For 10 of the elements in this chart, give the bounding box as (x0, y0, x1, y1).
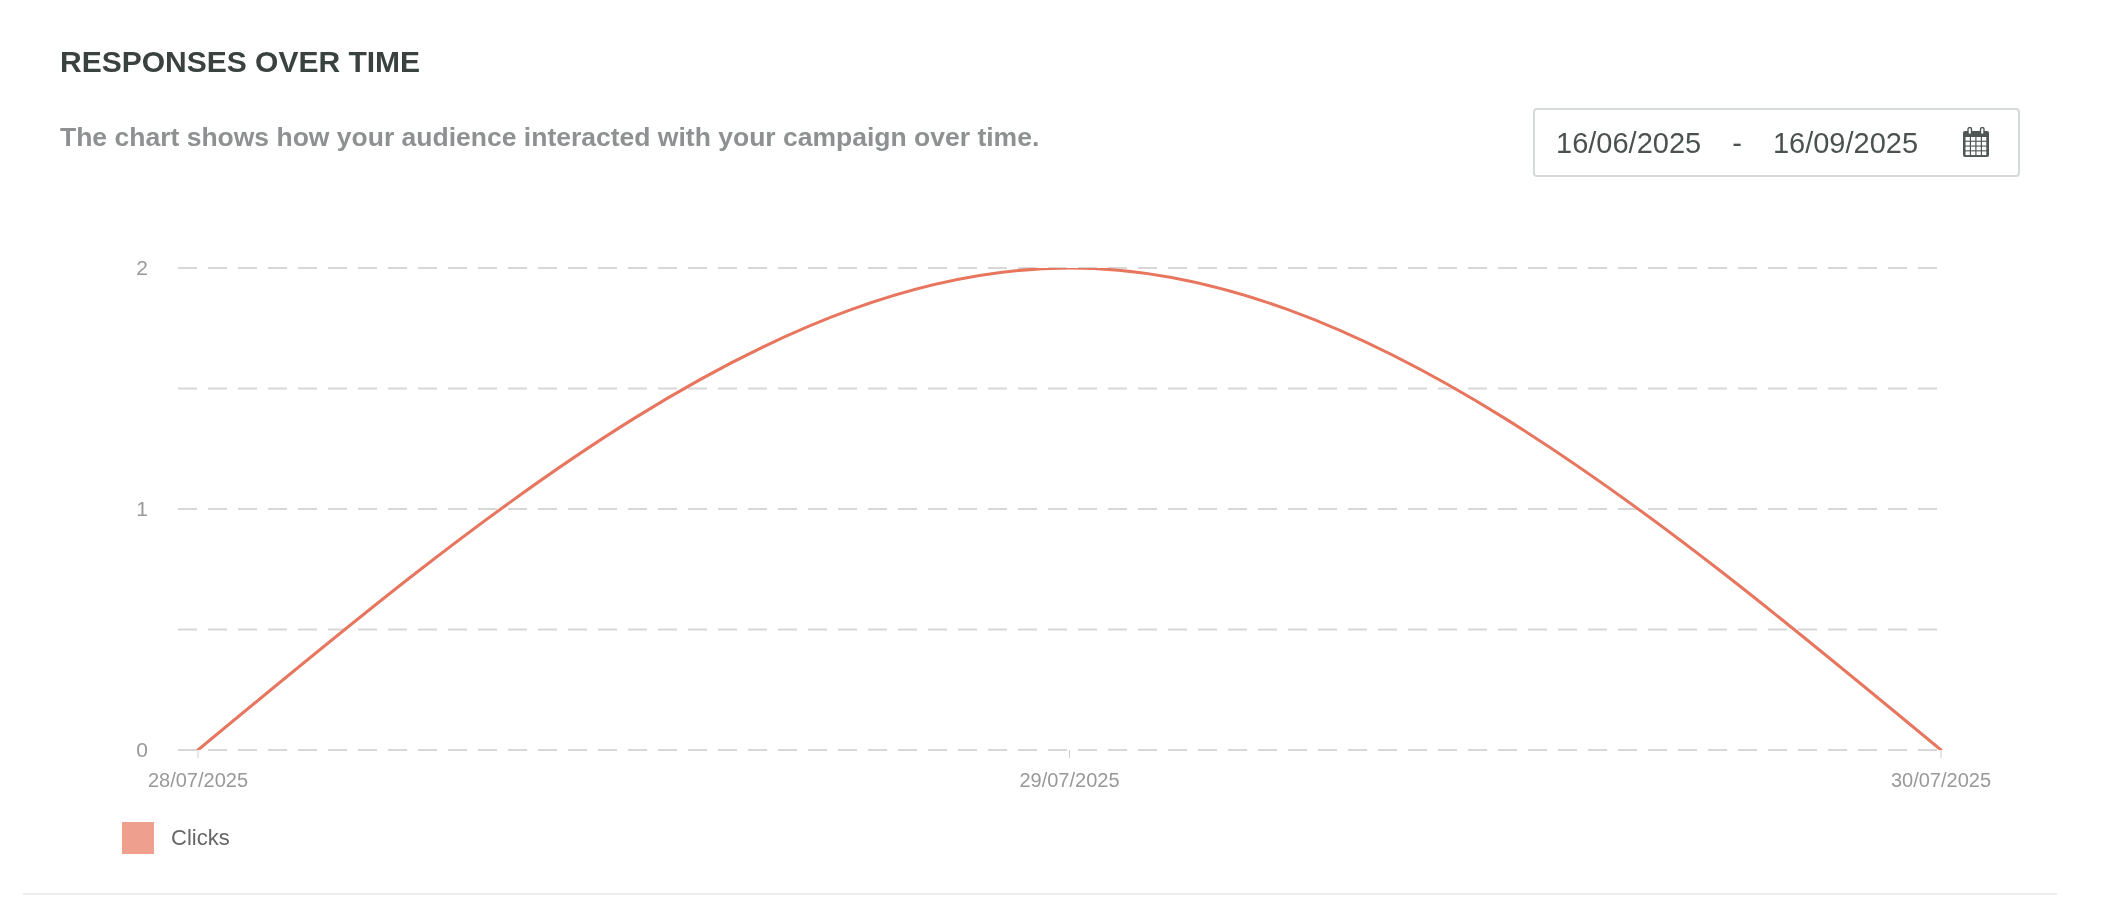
chart-subtitle: The chart shows how your audience interacted with your campaign over time. (60, 122, 1040, 152)
y-tick-label: 1 (136, 497, 148, 521)
y-tick-label: 2 (136, 256, 148, 280)
date-range-field: 16/06/2025 - 16/09/2025 (1533, 108, 2020, 177)
chart-title: RESPONSES OVER TIME (60, 45, 421, 78)
x-tick-label: 28/07/2025 (147, 769, 249, 792)
y-tick-label: 0 (136, 738, 148, 762)
x-tick-label: 30/07/2025 (1890, 769, 1992, 792)
legend-label: Clicks (171, 825, 230, 850)
x-tick-label: 29/07/2025 (1019, 769, 1120, 792)
